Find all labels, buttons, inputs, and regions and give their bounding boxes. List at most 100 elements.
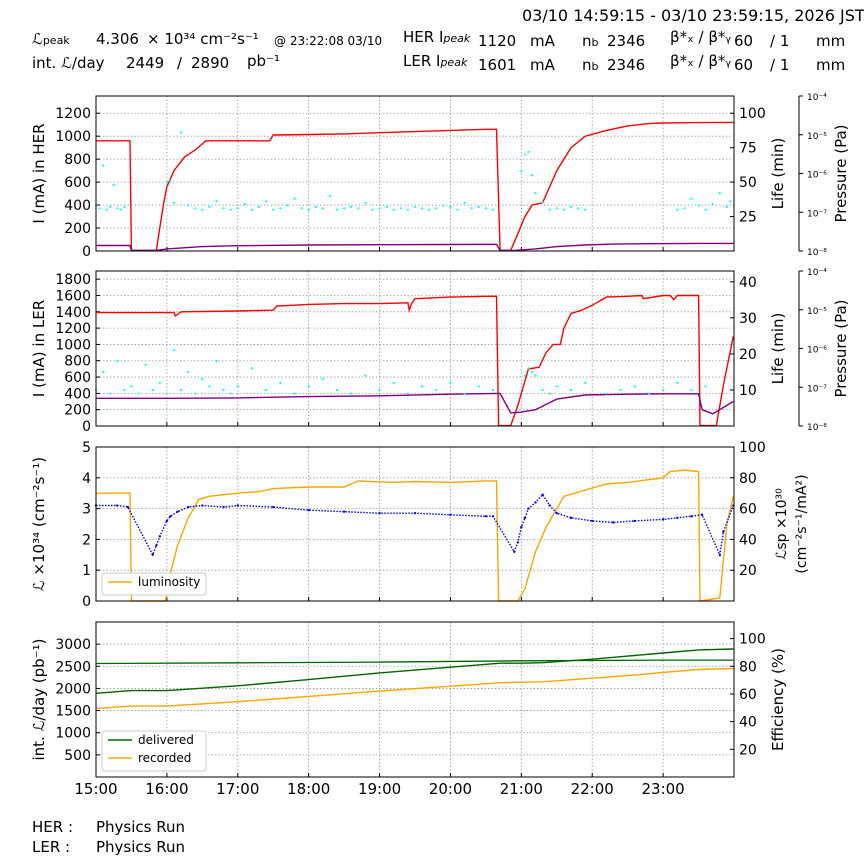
- life-point: [257, 205, 261, 209]
- life-point: [272, 208, 275, 211]
- life-point: [584, 381, 587, 384]
- y2-tick-label: 50: [739, 175, 757, 191]
- life-point: [364, 201, 367, 204]
- life-point: [647, 392, 651, 395]
- pressure-tick-label: 10⁻⁸: [807, 248, 827, 258]
- her-peak-value: 1120: [478, 32, 517, 50]
- current-line: [96, 121, 734, 252]
- footer-her-status: Physics Run: [96, 818, 186, 836]
- y2-axis-label: Life (min): [769, 313, 787, 385]
- y2-axis-label: ℒsp ×10³⁰: [774, 488, 790, 560]
- panel-ler: [94, 270, 803, 427]
- x-tick-label: 18:00: [287, 780, 330, 798]
- life-point: [222, 207, 225, 210]
- life-point: [179, 131, 183, 134]
- y2-axis-label-line2: (cm⁻²s⁻¹/mA²): [794, 474, 810, 573]
- specific-lumi-point: [155, 544, 158, 547]
- life-point: [335, 208, 339, 211]
- y-tick-label: 0: [82, 244, 91, 260]
- life-point: [548, 392, 551, 395]
- y-tick-label: 1500: [55, 704, 91, 720]
- legend-box: [101, 572, 207, 596]
- life-point: [187, 370, 190, 374]
- footer-ler-label: LER :: [32, 838, 71, 856]
- life-point: [704, 385, 707, 388]
- life-point: [690, 388, 693, 392]
- ler-beta-value2: / 1: [770, 56, 790, 74]
- y2-tick-label: 40: [739, 275, 757, 291]
- x-tick-label: 15:00: [74, 780, 117, 798]
- life-point: [477, 385, 480, 388]
- life-point: [584, 208, 587, 211]
- specific-lumi-point: [633, 519, 636, 523]
- panel-lumi: [94, 446, 735, 602]
- y-tick-label: 600: [64, 370, 91, 386]
- specific-lumi-point: [222, 505, 225, 509]
- life-point: [718, 192, 721, 195]
- legend-label-delivered: delivered: [138, 733, 194, 747]
- specific-lumi-line: [96, 493, 734, 558]
- specific-lumi-point: [516, 541, 519, 544]
- life-point: [158, 381, 161, 384]
- y2-tick-label: 80: [739, 659, 757, 675]
- life-point: [442, 204, 445, 207]
- her-beta-label: β*ₓ / β*ᵧ: [670, 28, 731, 46]
- life-point: [470, 207, 473, 210]
- life-point: [229, 392, 232, 395]
- y-tick-label: 3000: [55, 637, 91, 653]
- footer-her-label: HER :: [32, 818, 74, 836]
- x-tick-label: 21:00: [500, 780, 543, 798]
- her-beta-value: 60: [734, 32, 754, 50]
- plot-frame: [95, 270, 735, 427]
- life-point: [243, 203, 246, 206]
- y-tick-label: 200: [64, 403, 91, 419]
- life-point: [98, 207, 101, 210]
- pressure-line: [96, 392, 734, 415]
- specific-lumi-point: [612, 521, 615, 524]
- pressure-tick-label: 10⁻⁶: [807, 171, 827, 181]
- specific-lumi-point: [126, 505, 130, 509]
- y2-tick-label: 75: [739, 141, 757, 157]
- y-tick-label: 1800: [55, 272, 91, 288]
- pressure-tick-label: 10⁻⁴: [807, 268, 827, 278]
- y-tick-label: 1200: [55, 106, 91, 122]
- life-point: [137, 392, 140, 395]
- life-point: [208, 385, 211, 388]
- ler-peak-value: 1601: [478, 56, 517, 74]
- ler-beta-unit: mm: [816, 56, 846, 74]
- pressure-tick-label: 10⁻⁶: [807, 346, 827, 356]
- specific-lumi-point: [548, 504, 551, 507]
- ler-peak-unit: mA: [530, 56, 555, 74]
- life-point: [357, 207, 360, 210]
- life-point: [711, 203, 714, 206]
- y-tick-label: 1000: [55, 337, 91, 353]
- pressure-tick-label: 10⁻⁴: [807, 93, 827, 103]
- life-point: [413, 205, 417, 209]
- time-range: 03/10 14:59:15 - 03/10 23:59:15, 2026 JS…: [522, 6, 864, 25]
- life-point: [187, 204, 190, 207]
- life-point: [172, 349, 176, 352]
- life-point: [335, 388, 339, 392]
- life-point: [172, 201, 176, 204]
- y2-tick-label: 20: [739, 742, 757, 758]
- life-point: [527, 367, 530, 370]
- y-tick-label: 2000: [55, 681, 91, 697]
- life-point: [555, 207, 558, 210]
- life-point: [300, 207, 303, 210]
- life-point: [392, 381, 395, 384]
- life-point: [116, 360, 119, 363]
- life-point: [307, 208, 310, 211]
- life-point: [229, 208, 232, 211]
- specific-lumi-point: [555, 512, 558, 515]
- life-point: [101, 164, 105, 167]
- y-tick-label: 3: [82, 502, 91, 518]
- specific-lumi-point: [449, 513, 452, 516]
- specific-lumi-point: [700, 513, 704, 516]
- pressure-axis-label: Pressure (Pa): [832, 124, 850, 222]
- y2-tick-label: 40: [739, 532, 757, 548]
- specific-lumi-point: [378, 512, 381, 515]
- pressure-tick-label: 10⁻⁵: [807, 307, 827, 317]
- specific-lumi-point: [541, 493, 544, 496]
- life-point: [523, 153, 526, 156]
